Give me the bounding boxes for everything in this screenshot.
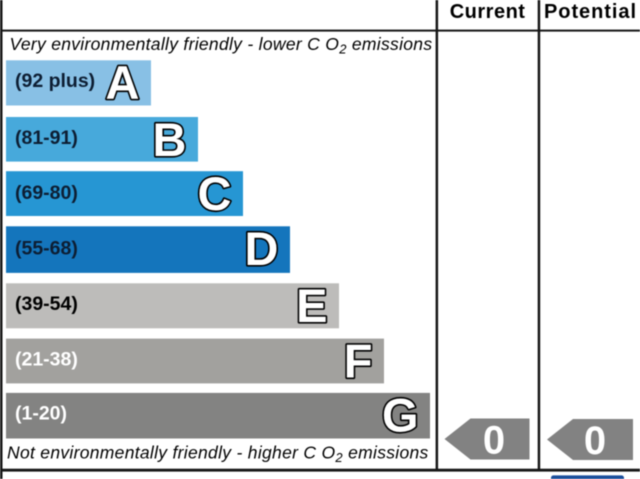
svg-text:(39-54): (39-54) xyxy=(15,293,78,315)
svg-text:(92 plus): (92 plus) xyxy=(15,70,95,92)
svg-text:(55-68): (55-68) xyxy=(15,238,78,260)
svg-text:0: 0 xyxy=(584,419,606,463)
svg-text:Potential: Potential xyxy=(544,1,637,23)
svg-text:B: B xyxy=(153,113,187,166)
svg-text:(81-91): (81-91) xyxy=(15,127,78,149)
svg-text:Not environmentally friendly -: Not environmentally friendly - higher C … xyxy=(7,443,429,466)
svg-text:(1-20): (1-20) xyxy=(15,403,67,425)
svg-text:Current: Current xyxy=(450,1,526,23)
svg-text:(21-38): (21-38) xyxy=(15,348,78,370)
svg-text:Very environmentally friendly: Very environmentally friendly - lower C … xyxy=(10,34,433,57)
svg-text:D: D xyxy=(245,222,279,275)
svg-text:(69-80): (69-80) xyxy=(15,182,78,204)
svg-text:G: G xyxy=(382,389,419,442)
svg-text:C: C xyxy=(198,167,232,220)
svg-text:A: A xyxy=(106,56,140,109)
svg-text:0: 0 xyxy=(483,418,505,462)
svg-text:E: E xyxy=(296,279,327,332)
svg-text:F: F xyxy=(344,334,373,387)
